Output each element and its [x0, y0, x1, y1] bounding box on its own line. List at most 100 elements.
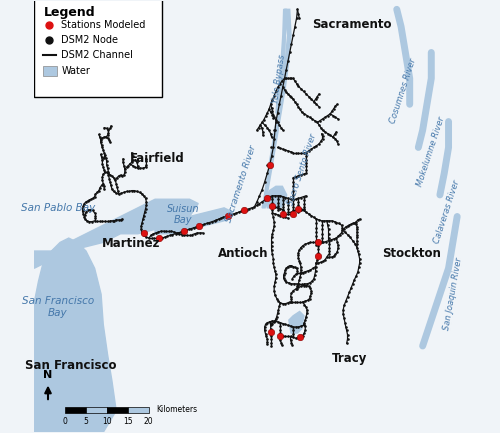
Point	[286, 296, 294, 303]
Point	[268, 247, 276, 254]
Point	[300, 322, 308, 329]
Point	[270, 223, 278, 229]
Point	[118, 216, 126, 223]
Point	[272, 275, 280, 281]
Point	[318, 217, 326, 224]
Point	[324, 226, 332, 233]
Point	[294, 298, 302, 305]
Point	[289, 75, 297, 82]
Point	[266, 343, 274, 349]
Point	[312, 96, 320, 103]
Point	[286, 323, 294, 330]
Point	[163, 233, 171, 240]
Point	[98, 160, 106, 167]
Point	[274, 204, 281, 211]
Point	[262, 330, 270, 337]
Point	[289, 149, 297, 156]
Point	[310, 272, 318, 279]
Text: Antioch: Antioch	[218, 247, 269, 260]
Point	[322, 238, 330, 245]
Point	[332, 136, 340, 142]
Point	[264, 124, 272, 131]
Point	[276, 330, 284, 336]
Point	[289, 204, 297, 210]
Point	[296, 298, 304, 305]
Point	[168, 228, 175, 235]
Point	[96, 184, 104, 191]
Point	[342, 340, 350, 347]
Point	[285, 280, 293, 287]
Point	[324, 241, 332, 248]
Point	[87, 196, 95, 203]
Point	[260, 116, 268, 123]
Point	[308, 96, 316, 103]
Point	[346, 234, 354, 241]
Point	[314, 239, 322, 246]
Point	[274, 84, 282, 90]
Point	[264, 338, 272, 345]
Point	[352, 273, 360, 280]
Point	[180, 228, 188, 235]
Point	[256, 122, 264, 129]
Point	[312, 239, 320, 246]
Point	[93, 217, 101, 224]
Point	[302, 313, 310, 320]
Point	[282, 146, 290, 153]
Point	[302, 149, 310, 156]
Point	[284, 215, 292, 222]
Point	[264, 110, 272, 116]
Point	[294, 6, 302, 13]
Point	[294, 268, 302, 275]
Point	[134, 162, 142, 169]
Point	[297, 263, 305, 270]
Point	[342, 223, 350, 230]
FancyBboxPatch shape	[34, 0, 162, 97]
Point	[302, 209, 310, 216]
Text: Water: Water	[62, 66, 90, 76]
Point	[292, 335, 300, 342]
Point	[282, 89, 290, 96]
Point	[310, 144, 318, 151]
Point	[227, 211, 235, 218]
Point	[318, 130, 326, 137]
Point	[266, 193, 274, 200]
Point	[286, 262, 294, 269]
Point	[131, 164, 139, 171]
Point	[208, 218, 216, 225]
Point	[266, 336, 274, 343]
Point	[334, 242, 342, 249]
Point	[318, 133, 326, 140]
Point	[329, 112, 337, 119]
Point	[296, 274, 304, 281]
Point	[330, 105, 338, 112]
Point	[158, 235, 166, 242]
Point	[100, 149, 108, 156]
Point	[82, 198, 90, 205]
Point	[292, 265, 300, 272]
Text: Kilometers: Kilometers	[156, 405, 198, 414]
Point	[81, 216, 89, 223]
Point	[106, 139, 114, 146]
Point	[330, 218, 338, 225]
Point	[156, 235, 164, 242]
Point	[300, 330, 308, 336]
Point	[80, 203, 88, 210]
Point	[312, 260, 320, 267]
Point	[258, 119, 266, 126]
Point	[288, 75, 296, 82]
Point	[198, 229, 206, 236]
Point	[282, 279, 290, 286]
Point	[333, 238, 341, 245]
Point	[286, 298, 294, 305]
Point	[286, 209, 294, 216]
Point	[268, 104, 276, 111]
Point	[302, 304, 310, 310]
Point	[102, 169, 110, 176]
Point	[297, 207, 305, 214]
Point	[139, 165, 147, 171]
Point	[271, 291, 279, 298]
Point	[308, 116, 316, 123]
Point	[274, 119, 281, 126]
Point	[276, 122, 283, 129]
Point	[258, 186, 266, 193]
